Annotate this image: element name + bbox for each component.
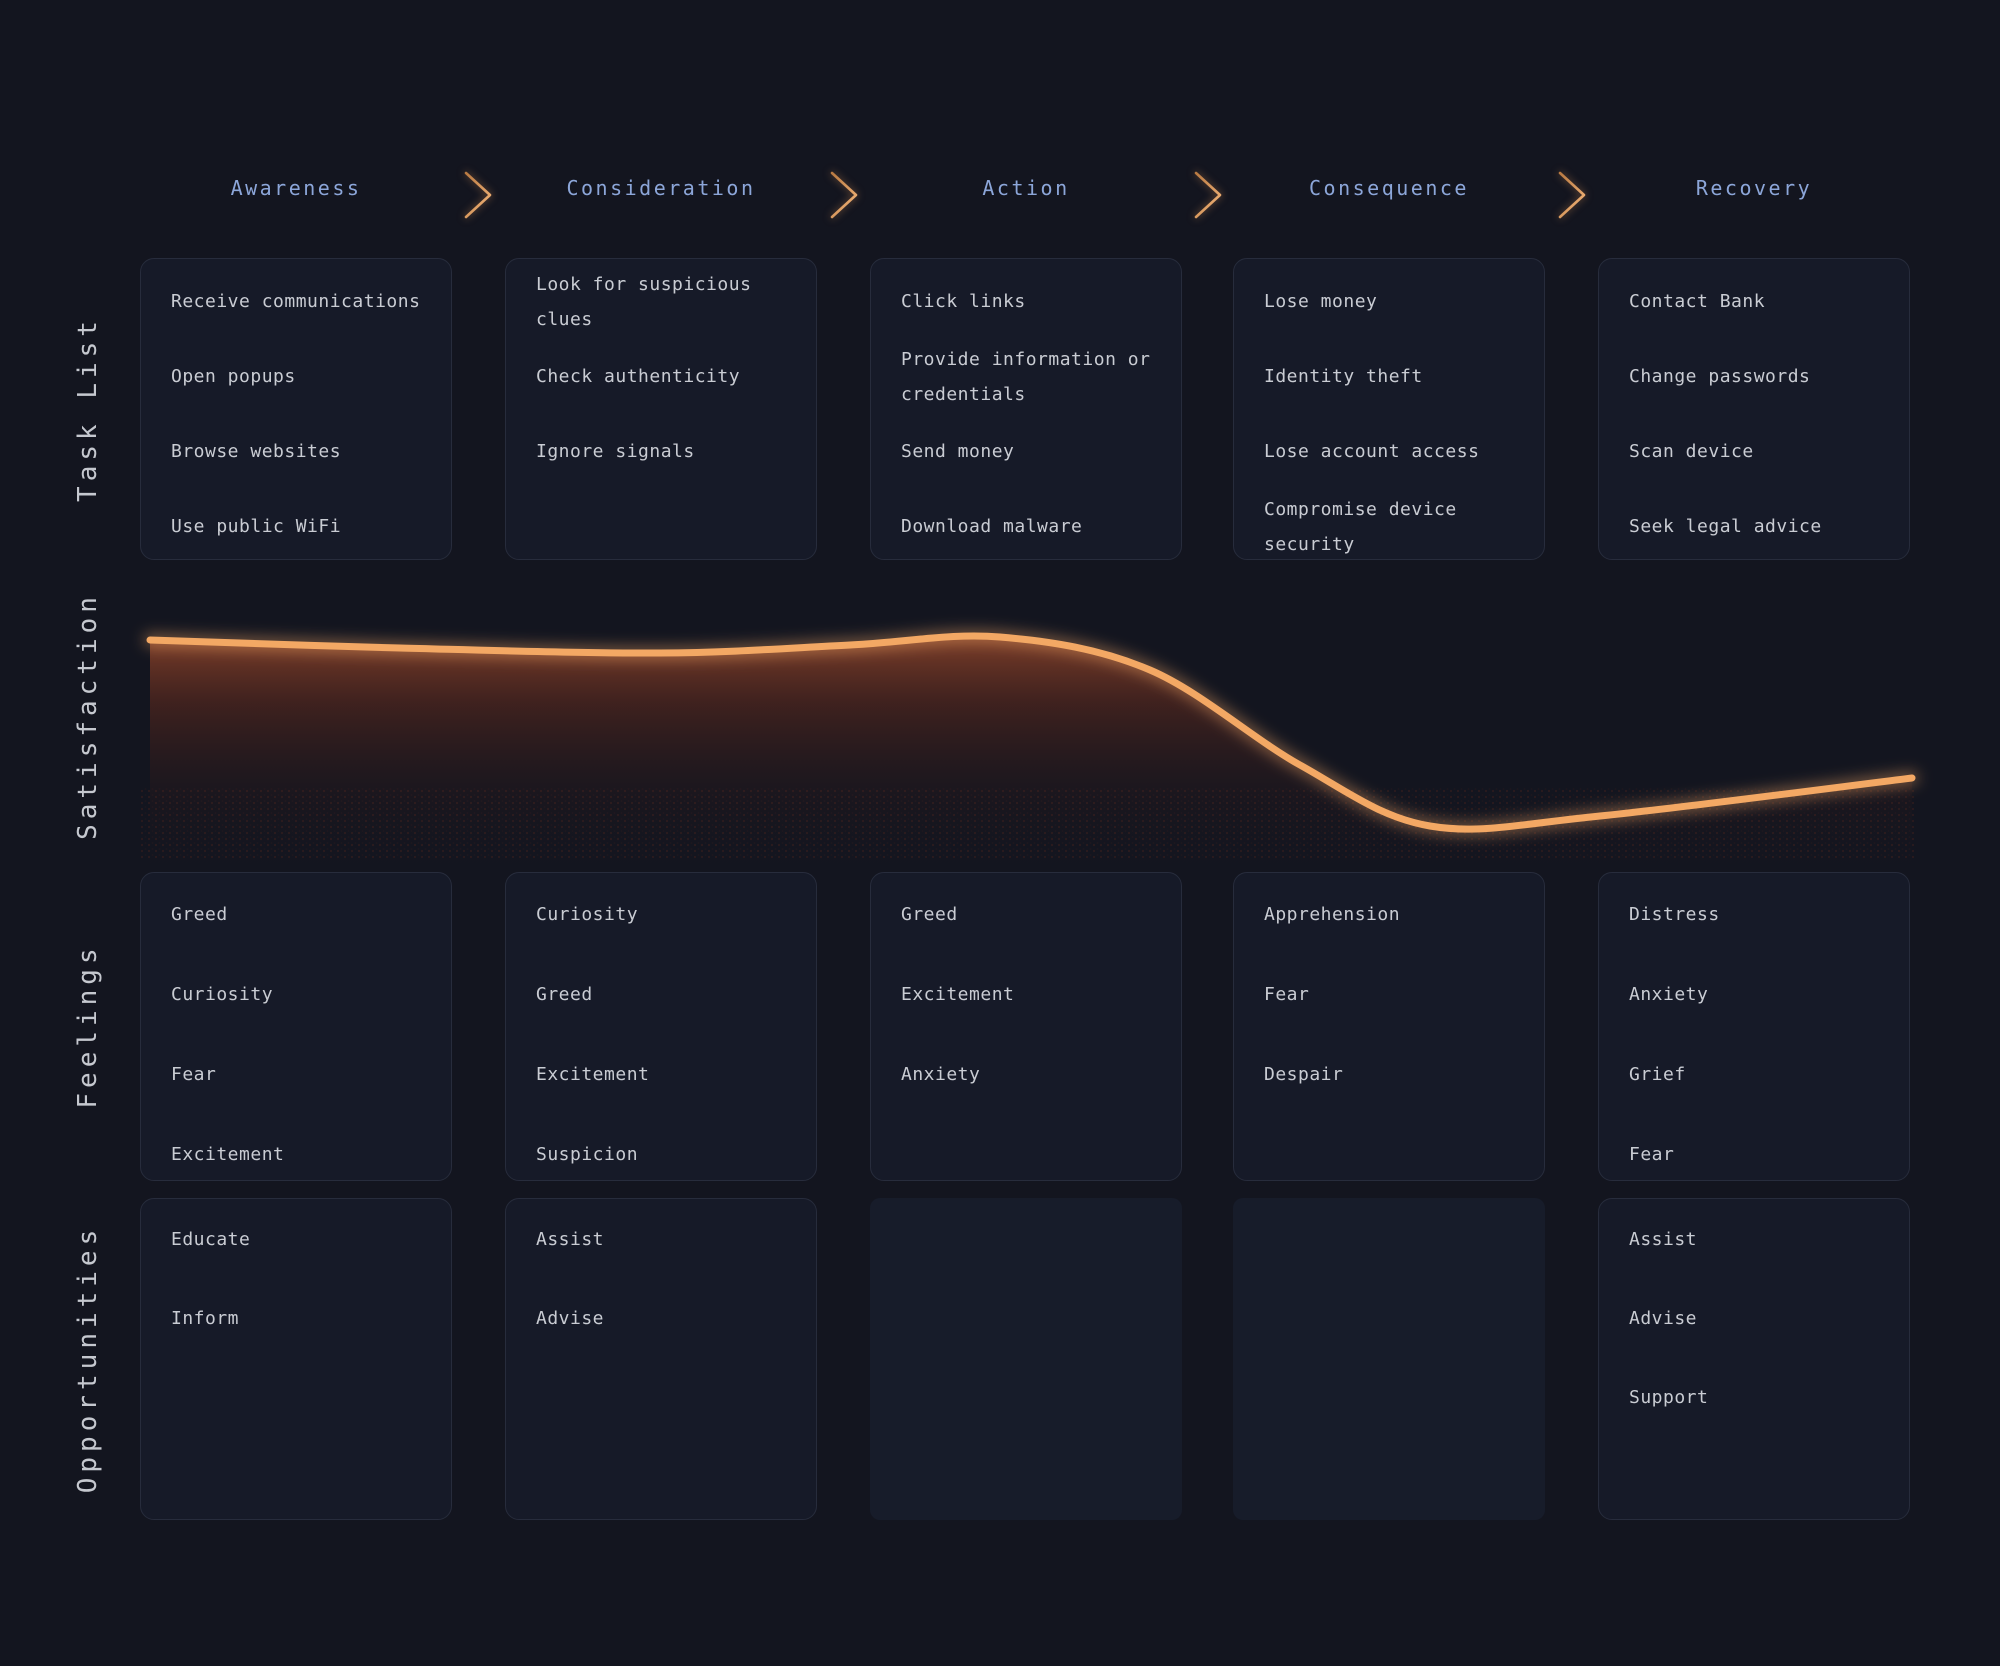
task-item: Open popups xyxy=(171,366,296,388)
opportunity-item: Support xyxy=(1629,1387,1709,1409)
feeling-item: Anxiety xyxy=(901,1063,981,1085)
feeling-item: Distress xyxy=(1629,903,1720,925)
feelings-card-1: Greed Curiosity Fear Excitement xyxy=(140,872,452,1181)
task-item: Click links xyxy=(901,291,1026,313)
chevron-right-icon xyxy=(461,168,495,222)
tasks-card-2: Look for suspicious clues Check authentic… xyxy=(505,258,817,560)
feelings-card-3: Greed Excitement Anxiety xyxy=(870,872,1182,1181)
satisfaction-line-glow xyxy=(143,629,1919,836)
satisfaction-area-fill xyxy=(150,635,1912,872)
opportunities-card-1: Educate Inform xyxy=(140,1198,452,1520)
stage-label-5: Recovery xyxy=(1695,176,1813,200)
task-item: Contact Bank xyxy=(1629,291,1766,313)
feeling-item: Apprehension xyxy=(1264,903,1401,925)
task-item: Look for suspicious clues xyxy=(536,274,752,330)
chevron-right-icon xyxy=(827,168,861,222)
feelings-card-5: Distress Anxiety Grief Fear xyxy=(1598,872,1910,1181)
task-item: Download malware xyxy=(901,516,1083,538)
feeling-item: Excitement xyxy=(901,983,1015,1005)
feeling-item: Fear xyxy=(171,1063,217,1085)
feeling-item: Suspicion xyxy=(536,1143,639,1165)
task-item: Send money xyxy=(901,441,1015,463)
row-label-opportunities: Opportunities xyxy=(73,1224,103,1494)
task-item: Lose account access xyxy=(1264,441,1480,463)
opportunity-item: Assist xyxy=(536,1229,605,1251)
feeling-item: Despair xyxy=(1264,1063,1344,1085)
opportunity-item: Inform xyxy=(171,1308,240,1330)
opportunity-item: Educate xyxy=(171,1229,251,1251)
feeling-item: Fear xyxy=(1629,1143,1675,1165)
task-item: Provide information or credentials xyxy=(901,349,1151,405)
row-label-satisfaction: Satisfaction xyxy=(73,592,103,840)
task-item: Check authenticity xyxy=(536,366,741,388)
row-label-feelings: Feelings xyxy=(73,943,103,1109)
tasks-card-5: Contact Bank Change passwords Scan device S… xyxy=(1598,258,1910,560)
feeling-item: Excitement xyxy=(536,1063,650,1085)
task-item: Change passwords xyxy=(1629,366,1811,388)
opportunity-item: Advise xyxy=(536,1308,605,1330)
opportunity-item: Assist xyxy=(1629,1229,1698,1251)
task-item: Lose money xyxy=(1264,291,1378,313)
feeling-item: Excitement xyxy=(171,1143,285,1165)
tasks-card-4: Lose money Identity theft Lose account acc… xyxy=(1233,258,1545,560)
feeling-item: Greed xyxy=(901,903,958,925)
feeling-item: Fear xyxy=(1264,983,1310,1005)
satisfaction-curve-chart xyxy=(140,629,1919,872)
feeling-item: Anxiety xyxy=(1629,983,1709,1005)
feelings-card-2: Curiosity Greed Excitement Suspicion xyxy=(505,872,817,1181)
stage-label-3: Action xyxy=(982,176,1070,200)
satisfaction-line xyxy=(146,632,1916,833)
row-label-task-list: Task List xyxy=(73,316,103,502)
feeling-item: Greed xyxy=(536,983,593,1005)
task-item: Seek legal advice xyxy=(1629,516,1822,538)
task-item: Scan device xyxy=(1629,441,1754,463)
opportunities-card-4 xyxy=(1233,1198,1545,1520)
task-item: Compromise device security xyxy=(1264,499,1457,555)
stage-label-2: Consideration xyxy=(566,176,756,200)
opportunities-card-3 xyxy=(870,1198,1182,1520)
feeling-item: Curiosity xyxy=(536,903,639,925)
stage-label-1: Awareness xyxy=(230,176,362,200)
opportunity-item: Advise xyxy=(1629,1308,1698,1330)
feeling-item: Curiosity xyxy=(171,983,274,1005)
tasks-card-3: Click links Provide information or creden… xyxy=(870,258,1182,560)
task-item: Receive communications xyxy=(171,291,421,313)
task-item: Browse websites xyxy=(171,441,342,463)
opportunities-card-2: Assist Advise xyxy=(505,1198,817,1520)
opportunities-card-5: Assist Advise Support xyxy=(1598,1198,1910,1520)
chevron-right-icon xyxy=(1555,168,1589,222)
task-item: Ignore signals xyxy=(536,441,695,463)
stage-label-4: Consequence xyxy=(1309,176,1469,200)
tasks-card-1: Receive communications Open popups Browse … xyxy=(140,258,452,560)
feeling-item: Greed xyxy=(171,903,228,925)
task-item: Identity theft xyxy=(1264,366,1423,388)
feelings-card-4: Apprehension Fear Despair xyxy=(1233,872,1545,1181)
chevron-right-icon xyxy=(1191,168,1225,222)
feeling-item: Grief xyxy=(1629,1063,1686,1085)
task-item: Use public WiFi xyxy=(171,516,342,538)
